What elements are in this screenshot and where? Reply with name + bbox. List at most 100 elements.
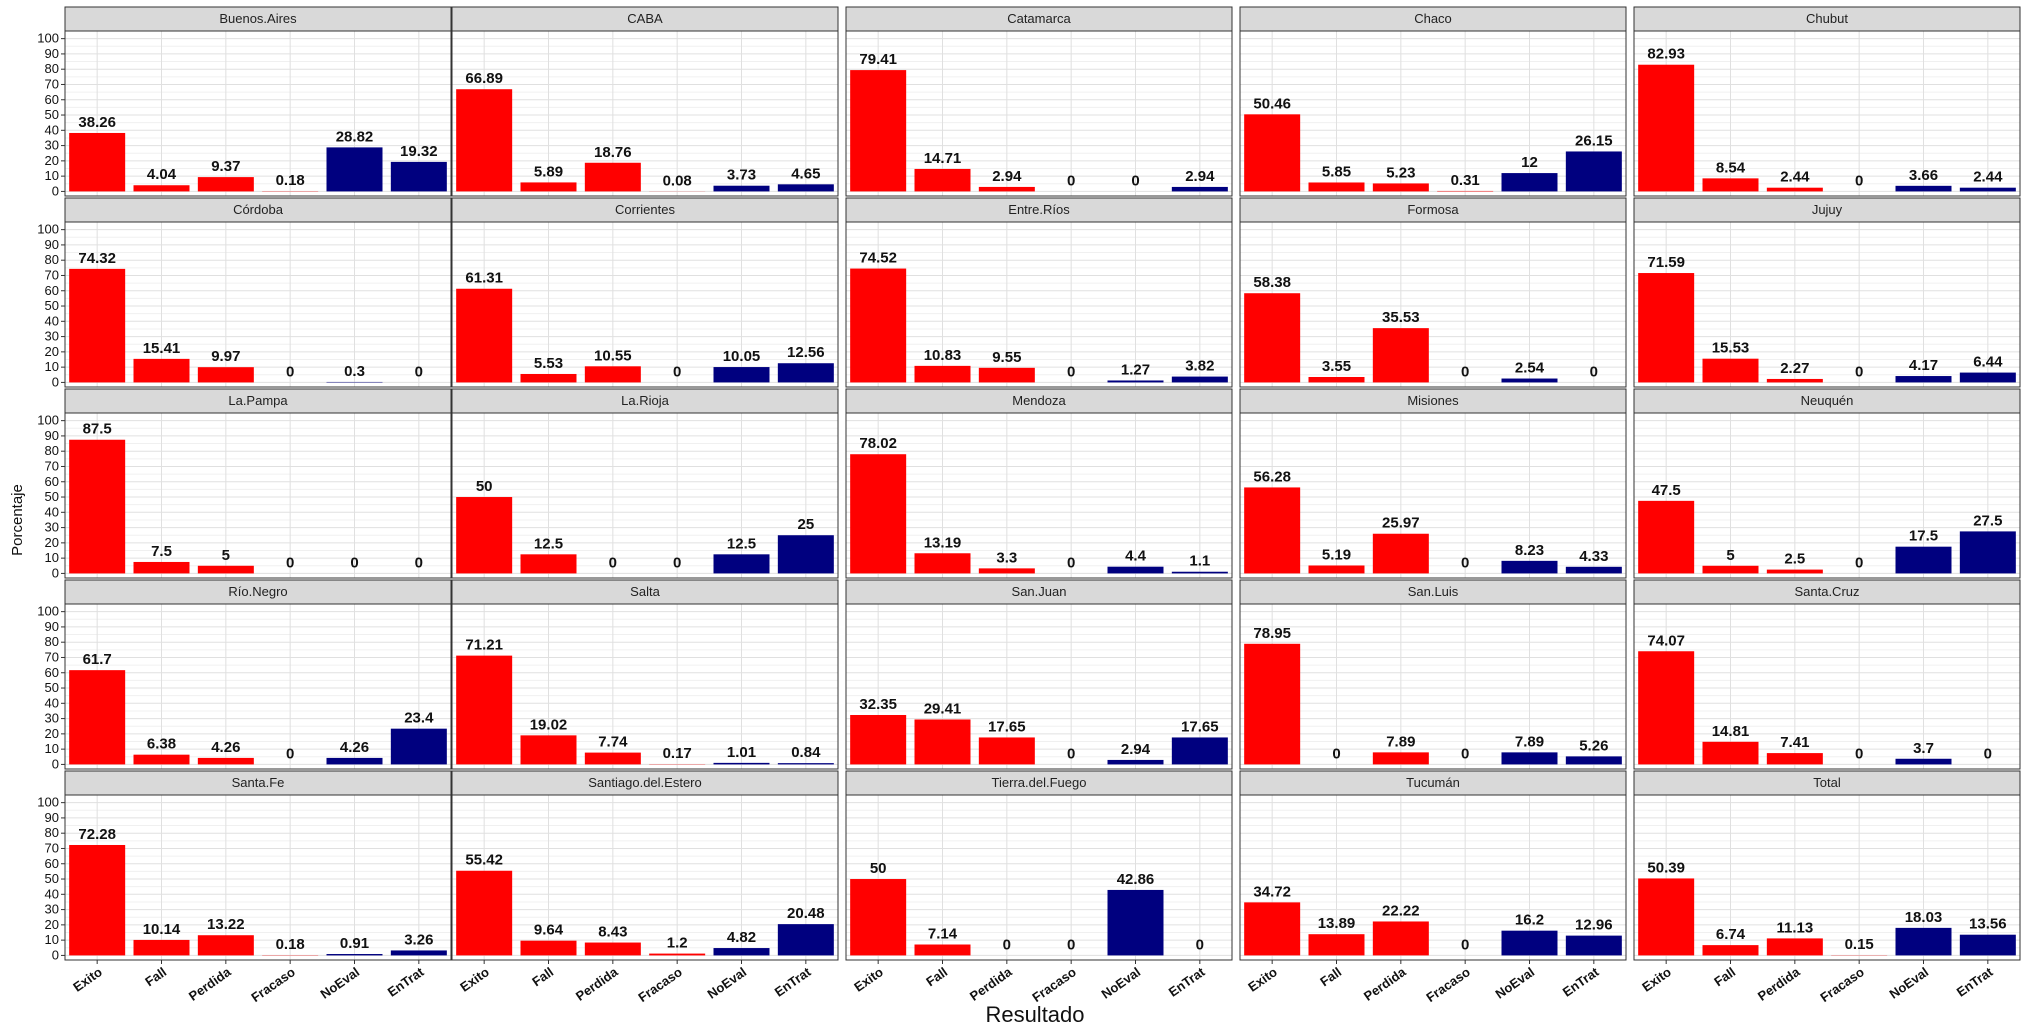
bar [978, 186, 1035, 192]
bar [1244, 643, 1301, 765]
bar [1959, 187, 2016, 192]
data-label: 71.21 [465, 637, 503, 654]
data-label: 5.89 [534, 163, 563, 180]
facet-panel: CABA 66.89 5.89 18.76 0.08 3.73 4.65 [451, 6, 839, 197]
y-tick-label: 60 [45, 474, 59, 489]
data-label: 0 [1855, 745, 1863, 762]
facet-title: Entre.Ríos [1008, 202, 1070, 217]
bar [133, 358, 190, 383]
panel-border [64, 412, 452, 579]
bar [1702, 178, 1759, 192]
data-label: 0.18 [276, 172, 305, 189]
y-tick-label: 70 [45, 840, 59, 855]
panel-border [845, 603, 1233, 770]
y-tick-label: 100 [37, 795, 59, 810]
data-label: 5 [222, 547, 230, 564]
data-label: 6.74 [1716, 926, 1746, 943]
bar [978, 367, 1035, 383]
bar [914, 365, 971, 383]
data-label: 38.26 [78, 114, 116, 131]
bar [1372, 752, 1429, 765]
bar [1895, 758, 1952, 765]
data-label: 4.82 [727, 929, 756, 946]
bar [713, 367, 770, 383]
bar [197, 565, 254, 574]
bar [777, 363, 834, 383]
bar [914, 168, 971, 192]
bar [1308, 934, 1365, 956]
data-label: 0.91 [340, 935, 369, 952]
data-label: 1.27 [1121, 361, 1150, 378]
y-tick-label: 70 [45, 76, 59, 91]
y-tick-label: 0 [52, 565, 59, 580]
bar [1959, 531, 2016, 574]
data-label: 0.08 [663, 172, 692, 189]
y-tick-label: 80 [45, 252, 59, 267]
x-tick-label: Exito [70, 964, 105, 995]
bar [1244, 114, 1301, 192]
data-label: 0 [1067, 363, 1075, 380]
bar [1766, 378, 1823, 383]
data-label: 6.44 [1973, 354, 2003, 371]
bar [713, 554, 770, 574]
data-label: 7.41 [1780, 734, 1809, 751]
bar [777, 184, 834, 192]
data-label: 74.32 [78, 250, 116, 267]
panel-border [845, 412, 1233, 579]
data-label: 10.05 [723, 348, 761, 365]
data-label: 0 [1855, 172, 1863, 189]
x-tick-label: NoEval [1887, 964, 1932, 1002]
bar [850, 879, 907, 956]
data-label: 32.35 [859, 696, 897, 713]
data-label: 0 [350, 554, 358, 571]
bar [390, 728, 447, 765]
x-tick-label: Exito [1245, 964, 1280, 995]
y-tick-label: 100 [37, 604, 59, 619]
facet-panel: Neuquén 47.5 5 2.5 0 17.5 27.5 [1633, 388, 2021, 579]
bar [1107, 566, 1164, 574]
bar [1565, 756, 1622, 765]
facet-strip [451, 6, 839, 32]
bar [1244, 293, 1301, 383]
data-label: 0 [415, 554, 423, 571]
data-label: 5.26 [1579, 737, 1608, 754]
data-label: 3.82 [1185, 358, 1214, 375]
bar [1766, 187, 1823, 192]
data-label: 10.14 [143, 921, 181, 938]
facet-title: Buenos.Aires [219, 11, 297, 26]
panel-border [845, 221, 1233, 388]
data-label: 22.22 [1382, 902, 1420, 919]
bar [649, 953, 706, 956]
facet-strip [64, 197, 452, 223]
data-label: 26.15 [1575, 132, 1613, 149]
x-tick-label: NoEval [1099, 964, 1144, 1002]
bar [1959, 934, 2016, 956]
bar [133, 561, 190, 574]
facet-strip [451, 388, 839, 414]
bar [1171, 571, 1228, 574]
facet-strip [451, 770, 839, 796]
y-tick-label: 80 [45, 443, 59, 458]
data-label: 0 [1461, 745, 1469, 762]
facet-strip [1633, 6, 2021, 32]
data-label: 17.5 [1909, 528, 1938, 545]
bar [1702, 358, 1759, 383]
facet-panel: Buenos.Aires 38.26 4.04 9.37 0.18 28.82 19.32 0… [37, 6, 452, 198]
x-tick-label: NoEval [705, 964, 750, 1002]
data-label: 61.31 [465, 270, 503, 287]
facet-title: Jujuy [1812, 202, 1843, 217]
data-label: 0 [1855, 554, 1863, 571]
y-tick-label: 100 [37, 413, 59, 428]
bar [1244, 487, 1301, 574]
bar [133, 754, 190, 765]
x-tick-label: Fracaso [1029, 964, 1078, 1005]
panel-border [1633, 603, 2021, 770]
bar [1565, 935, 1622, 956]
bar [584, 366, 641, 383]
bar [456, 870, 513, 956]
data-label: 2.94 [1185, 168, 1215, 185]
data-label: 58.38 [1253, 274, 1291, 291]
x-tick-label: EnTrat [1954, 964, 1996, 1000]
